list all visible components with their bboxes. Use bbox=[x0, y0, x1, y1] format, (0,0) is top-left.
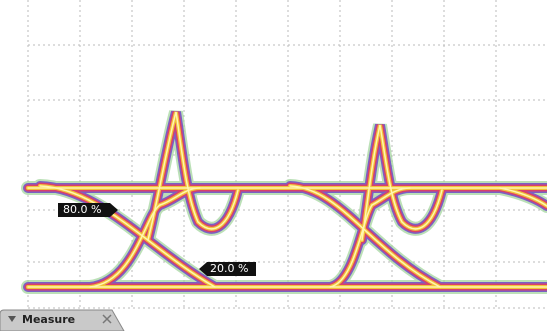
scope-screen: 80.0 % 20.0 % Measure bbox=[0, 0, 547, 331]
marker-label: 80.0 % bbox=[63, 203, 101, 216]
marker-80: 80.0 % bbox=[58, 203, 118, 217]
marker-20: 20.0 % bbox=[199, 262, 256, 276]
measure-tab[interactable]: Measure bbox=[0, 310, 124, 331]
grid bbox=[28, 0, 547, 310]
scope-display: 80.0 % 20.0 % Measure bbox=[0, 0, 547, 331]
marker-label: 20.0 % bbox=[210, 262, 248, 275]
tab-label[interactable]: Measure bbox=[22, 313, 75, 326]
